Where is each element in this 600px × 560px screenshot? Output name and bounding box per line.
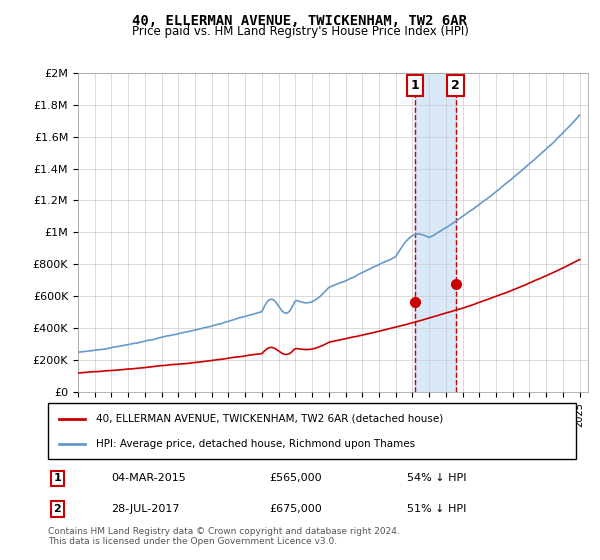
Text: £675,000: £675,000 (270, 504, 323, 514)
Text: 2: 2 (451, 79, 460, 92)
Text: HPI: Average price, detached house, Richmond upon Thames: HPI: Average price, detached house, Rich… (95, 438, 415, 449)
Text: 04-MAR-2015: 04-MAR-2015 (112, 473, 186, 483)
Text: 51% ↓ HPI: 51% ↓ HPI (407, 504, 466, 514)
Text: 1: 1 (53, 473, 61, 483)
Text: Price paid vs. HM Land Registry's House Price Index (HPI): Price paid vs. HM Land Registry's House … (131, 25, 469, 38)
Text: £565,000: £565,000 (270, 473, 322, 483)
FancyBboxPatch shape (48, 403, 576, 459)
Text: 40, ELLERMAN AVENUE, TWICKENHAM, TW2 6AR (detached house): 40, ELLERMAN AVENUE, TWICKENHAM, TW2 6AR… (95, 414, 443, 424)
Text: 2: 2 (53, 504, 61, 514)
Text: 1: 1 (411, 79, 419, 92)
Text: 28-JUL-2017: 28-JUL-2017 (112, 504, 180, 514)
Text: Contains HM Land Registry data © Crown copyright and database right 2024.
This d: Contains HM Land Registry data © Crown c… (48, 526, 400, 546)
Text: 40, ELLERMAN AVENUE, TWICKENHAM, TW2 6AR: 40, ELLERMAN AVENUE, TWICKENHAM, TW2 6AR (133, 14, 467, 28)
Text: 54% ↓ HPI: 54% ↓ HPI (407, 473, 467, 483)
Bar (415, 73, 455, 392)
